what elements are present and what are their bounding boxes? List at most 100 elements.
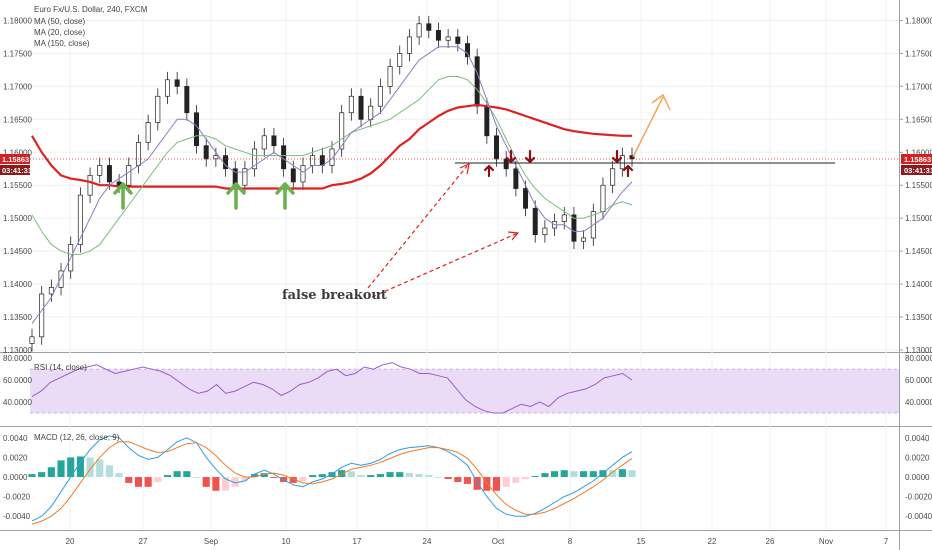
y-tick-label: 1.13500 — [905, 313, 932, 322]
macd-hist-bar — [163, 475, 172, 478]
macd-tick-label: -0.0020 — [905, 493, 932, 502]
price-axis: 1.18000 1.18000 1.17500 1.17500 1.17000 1.170… — [3, 16, 932, 355]
candle-body — [29, 336, 35, 344]
macd-hist-bar — [270, 477, 278, 479]
y-tick-label-left: 1.13000 — [3, 346, 32, 355]
macd-hist-bar — [589, 471, 597, 478]
macd-hist-bar — [115, 473, 123, 478]
rsi-tick-label-left: 80.0000 — [3, 354, 32, 363]
candle-body — [213, 155, 219, 160]
price-legend: Euro Fx/U.S. Dollar, 240, FXCM MA (50, c… — [34, 5, 148, 48]
macd-hist-bar — [144, 477, 152, 487]
macd-hist-bar — [202, 477, 210, 487]
candle-body — [348, 95, 354, 114]
macd-tick-label: -0.0040 — [905, 512, 932, 521]
candle-body — [242, 168, 248, 186]
macd-hist-bar — [463, 477, 472, 484]
dashed-arrow-right-head — [507, 231, 520, 241]
legend-ma20: MA (20, close) — [34, 28, 85, 37]
y-tick-label-left: 1.17000 — [3, 82, 32, 91]
macd-hist-bar — [57, 460, 65, 478]
rsi-tick-label: 80.0000 — [905, 354, 932, 363]
resistance-up-arrow — [622, 164, 634, 178]
y-tick-label: 1.14500 — [905, 247, 932, 256]
candle-body — [145, 122, 151, 143]
macd-hist-bar — [183, 471, 191, 478]
candle-body — [561, 214, 567, 222]
candle-body — [464, 43, 470, 58]
rsi-tick-label-left: 60.0000 — [3, 376, 32, 385]
y-tick-label-left: 1.14000 — [3, 280, 32, 289]
macd-tick-label-left: -0.0040 — [3, 512, 31, 521]
candle-body — [542, 227, 548, 236]
y-tick-label-left: 1.17500 — [3, 49, 32, 58]
y-tick-label-left: 1.18000 — [3, 16, 32, 25]
x-tick-label: 24 — [423, 537, 432, 546]
macd-hist-bar — [212, 477, 220, 491]
dashed-arrow-up-head — [459, 162, 470, 175]
right-price-badge: 1.15863 — [901, 154, 932, 164]
macd-hist-bar — [47, 467, 55, 478]
x-tick-label: 10 — [282, 537, 291, 546]
macd-hist-bar — [541, 473, 549, 478]
resistance-down-arrow — [611, 149, 623, 164]
candle-body — [126, 165, 132, 186]
right-price-badge-text: 1.15863 — [904, 155, 931, 164]
rsi-tick-label: 60.0000 — [905, 376, 932, 385]
candle-body — [387, 66, 393, 87]
macd-pane: MACD (12, 26, close, 9) — [28, 433, 636, 525]
left-price-badge-text: 1.15863 — [2, 155, 29, 164]
candle-body — [532, 207, 538, 236]
x-tick-label: 26 — [766, 537, 775, 546]
candle-body — [455, 36, 461, 44]
macd-axis: 0.0040 0.0040 0.0020 0.0020 0.0000 0.0000 -0.0… — [3, 434, 932, 521]
left-time-badge-text: 03:41:31 — [2, 166, 32, 175]
support-up-arrow — [275, 182, 295, 210]
macd-tick-label: 0.0020 — [905, 453, 930, 462]
macd-hist-bar — [483, 477, 491, 491]
y-tick-label-left: 1.15000 — [3, 214, 32, 223]
macd-hist-bar — [28, 474, 36, 478]
macd-hist-bar — [434, 477, 443, 478]
time-axis: 20 27 Sep 10 17 24 Oct 8 15 22 26 Nov 7 — [66, 537, 889, 546]
price-pane: false breakout — [0, 15, 899, 352]
dashed-arrow-right — [371, 232, 519, 298]
candle-body — [368, 105, 374, 120]
candle-body — [571, 214, 577, 242]
macd-hist-bar — [454, 477, 462, 482]
macd-hist-bar — [580, 471, 588, 478]
candle-body — [523, 188, 529, 209]
macd-hist-bar — [512, 477, 520, 483]
y-tick-label-left: 1.14500 — [3, 247, 32, 256]
x-tick-label: 22 — [708, 537, 717, 546]
dashed-arrow-up — [367, 165, 468, 289]
candle-body — [58, 270, 64, 288]
left-price-badge: 1.15863 — [0, 154, 30, 164]
candle-body — [300, 165, 306, 183]
candle-body — [377, 86, 383, 107]
candle-body — [600, 184, 606, 212]
rsi-line — [31, 362, 633, 414]
ma20-line — [31, 46, 633, 324]
y-tick-label: 1.14000 — [905, 280, 932, 289]
macd-hist-bar — [318, 474, 326, 478]
macd-hist-bar — [609, 470, 617, 478]
y-tick-label: 1.17500 — [905, 49, 932, 58]
macd-hist-bar — [405, 473, 413, 478]
macd-hist-bar — [618, 469, 626, 478]
support-up-arrow — [113, 182, 133, 210]
macd-hist-bar — [367, 475, 375, 478]
candle-body — [629, 155, 635, 160]
macd-hist-bar — [289, 477, 297, 483]
y-tick-label-left: 1.16500 — [3, 115, 32, 124]
macd-hist-bar — [260, 473, 268, 478]
macd-hist-bar — [67, 457, 75, 478]
y-tick-label: 1.17000 — [905, 82, 932, 91]
macd-tick-label-left: 0.0040 — [3, 434, 28, 443]
y-tick-label-left: 1.16000 — [3, 148, 32, 157]
rsi-tick-label: 40.0000 — [905, 398, 932, 407]
x-tick-label: 17 — [353, 537, 362, 546]
y-tick-label: 1.15000 — [905, 214, 932, 223]
